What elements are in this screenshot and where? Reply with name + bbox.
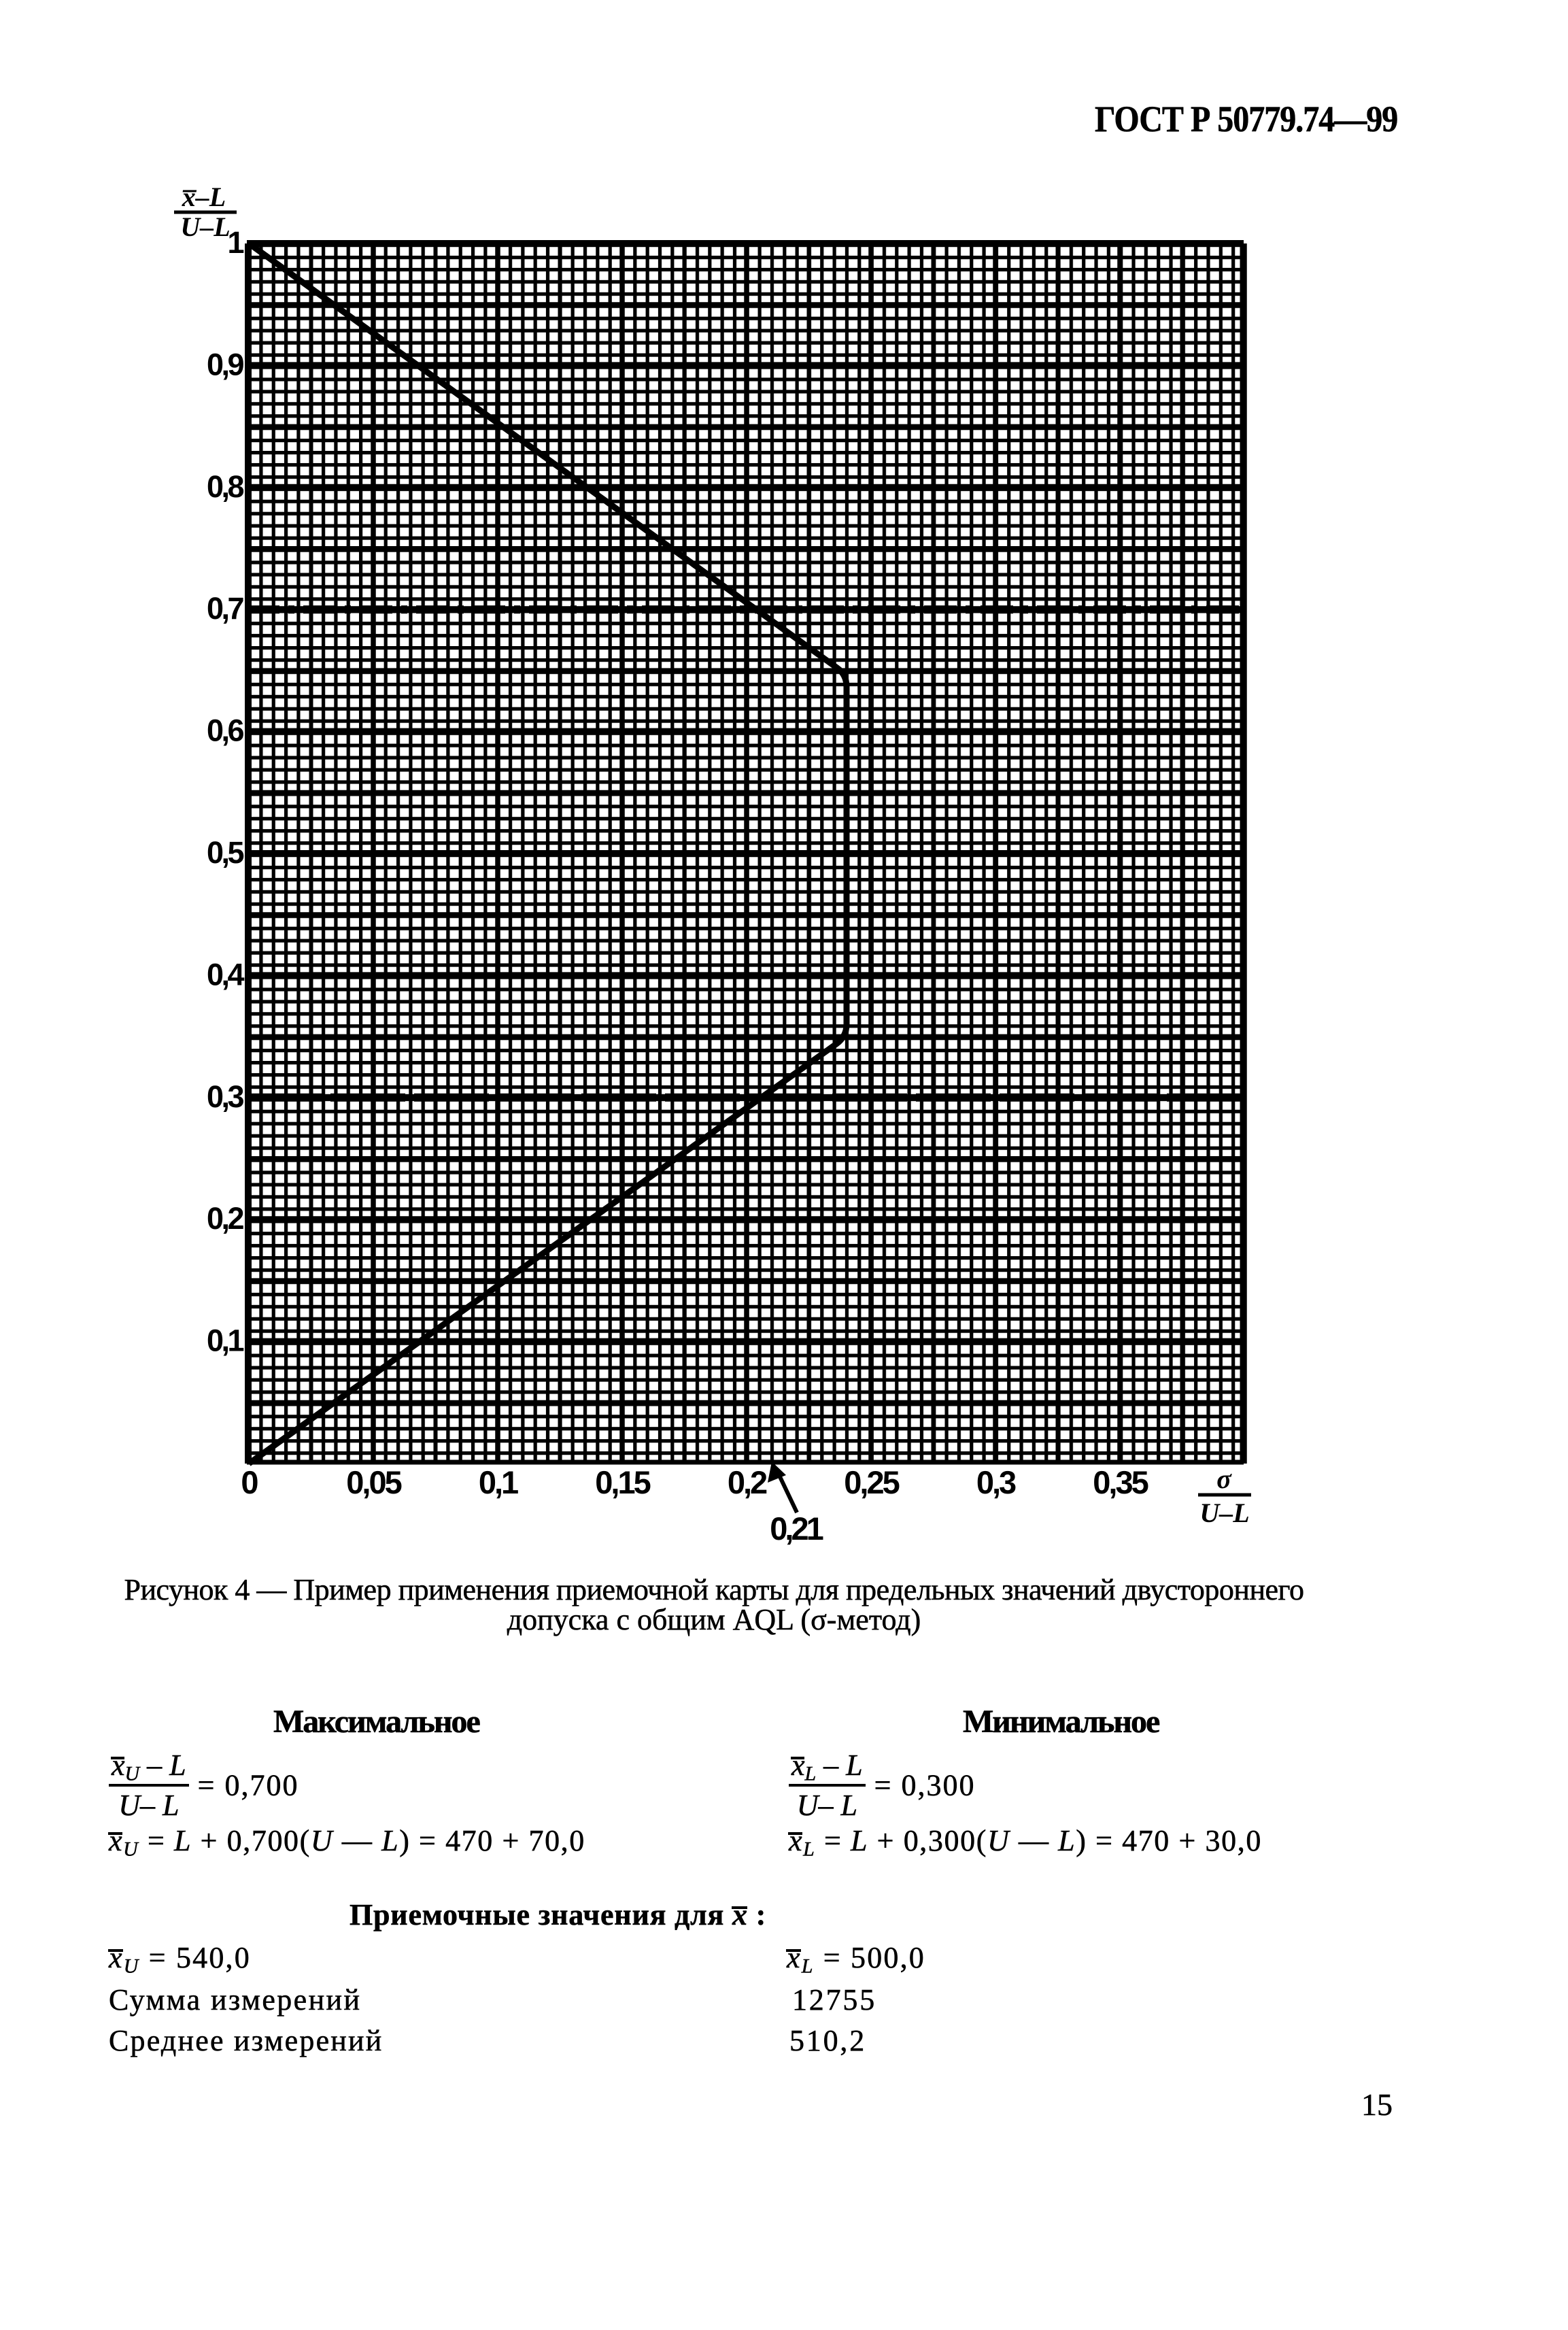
svg-text:0,21: 0,21	[770, 1510, 823, 1547]
svg-text:x̅–L: x̅–L	[182, 182, 226, 212]
svg-text:0,3: 0,3	[976, 1464, 1016, 1500]
svg-text:σ: σ	[1216, 1464, 1232, 1494]
svg-text:U–L: U–L	[180, 212, 230, 242]
svg-text:0,8: 0,8	[207, 469, 244, 504]
svg-text:0,2: 0,2	[728, 1464, 767, 1500]
svg-text:0,05: 0,05	[346, 1464, 401, 1500]
svg-text:0,5: 0,5	[207, 835, 244, 870]
svg-text:0,15: 0,15	[595, 1464, 650, 1500]
svg-text:0,7: 0,7	[207, 591, 244, 626]
svg-text:0,3: 0,3	[207, 1079, 244, 1114]
svg-text:0,6: 0,6	[207, 713, 244, 748]
svg-text:0,9: 0,9	[207, 347, 244, 382]
svg-text:0: 0	[241, 1464, 258, 1500]
svg-text:0,1: 0,1	[207, 1323, 244, 1358]
svg-text:0,1: 0,1	[479, 1464, 518, 1500]
svg-text:0,35: 0,35	[1093, 1464, 1148, 1500]
svg-text:0,4: 0,4	[207, 957, 245, 992]
svg-text:U–L: U–L	[1199, 1498, 1249, 1528]
svg-text:0,25: 0,25	[844, 1464, 899, 1500]
svg-text:0,2: 0,2	[207, 1201, 244, 1236]
